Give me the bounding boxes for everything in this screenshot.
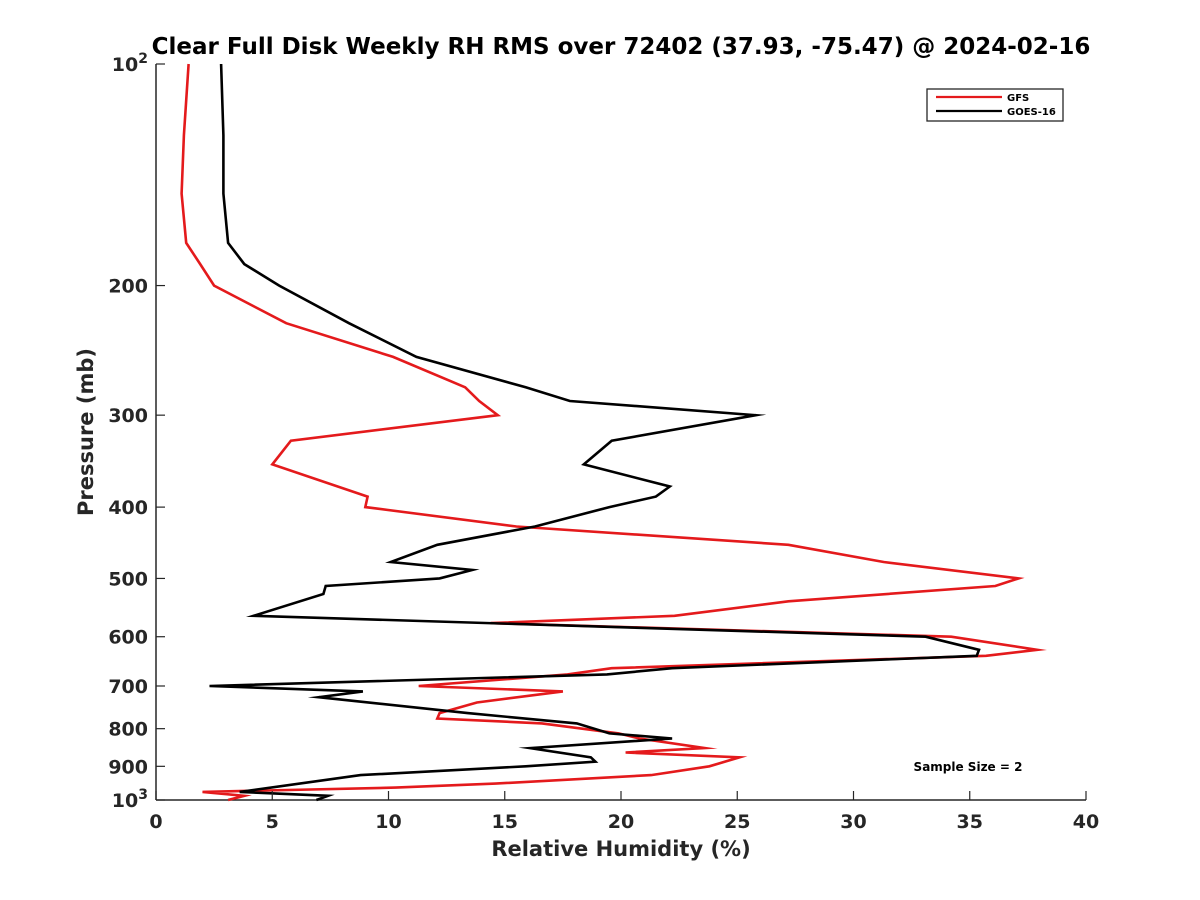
y-tick-label-800: 800	[108, 719, 148, 741]
y-tick-label-400: 400	[108, 497, 148, 519]
y-tick-label-500: 500	[108, 568, 148, 590]
y-tick-label-100: 102	[112, 51, 148, 76]
x-axis-label: Relative Humidity (%)	[491, 837, 750, 861]
x-tick-label-40: 40	[1073, 811, 1099, 833]
series-layer	[180, 63, 1047, 802]
chart-title: Clear Full Disk Weekly RH RMS over 72402…	[152, 34, 1091, 60]
y-tick-label-300: 300	[108, 405, 148, 427]
x-tick-label-15: 15	[492, 811, 518, 833]
x-axis-ticks: 0 5 10 15 20 25 30 35 40	[149, 791, 1099, 833]
x-tick-label-20: 20	[608, 811, 634, 833]
x-tick-label-10: 10	[375, 811, 401, 833]
x-tick-label-0: 0	[149, 811, 162, 833]
x-tick-label-5: 5	[266, 811, 279, 833]
sample-size-annotation: Sample Size = 2	[914, 760, 1023, 774]
series-line-goes16	[209, 63, 981, 802]
x-tick-label-25: 25	[724, 811, 750, 833]
legend-label-goes16: GOES-16	[1007, 107, 1056, 118]
y-tick-label-700: 700	[108, 676, 148, 698]
legend-box	[926, 88, 1064, 122]
plot-area	[155, 63, 1086, 802]
legend-label-gfs: GFS	[1007, 93, 1029, 104]
y-tick-label-900: 900	[108, 756, 148, 778]
x-tick-label-35: 35	[957, 811, 983, 833]
x-tick-label-30: 30	[840, 811, 866, 833]
y-tick-label-200: 200	[108, 276, 148, 298]
y-tick-label-1000: 103	[112, 787, 148, 812]
y-tick-label-600: 600	[108, 627, 148, 649]
y-axis-label: Pressure (mb)	[74, 348, 98, 516]
legend: GFS GOES-16	[926, 88, 1064, 122]
y-axis-ticks: 102 200 300 400 500 600 700 800 900 103	[108, 51, 165, 812]
